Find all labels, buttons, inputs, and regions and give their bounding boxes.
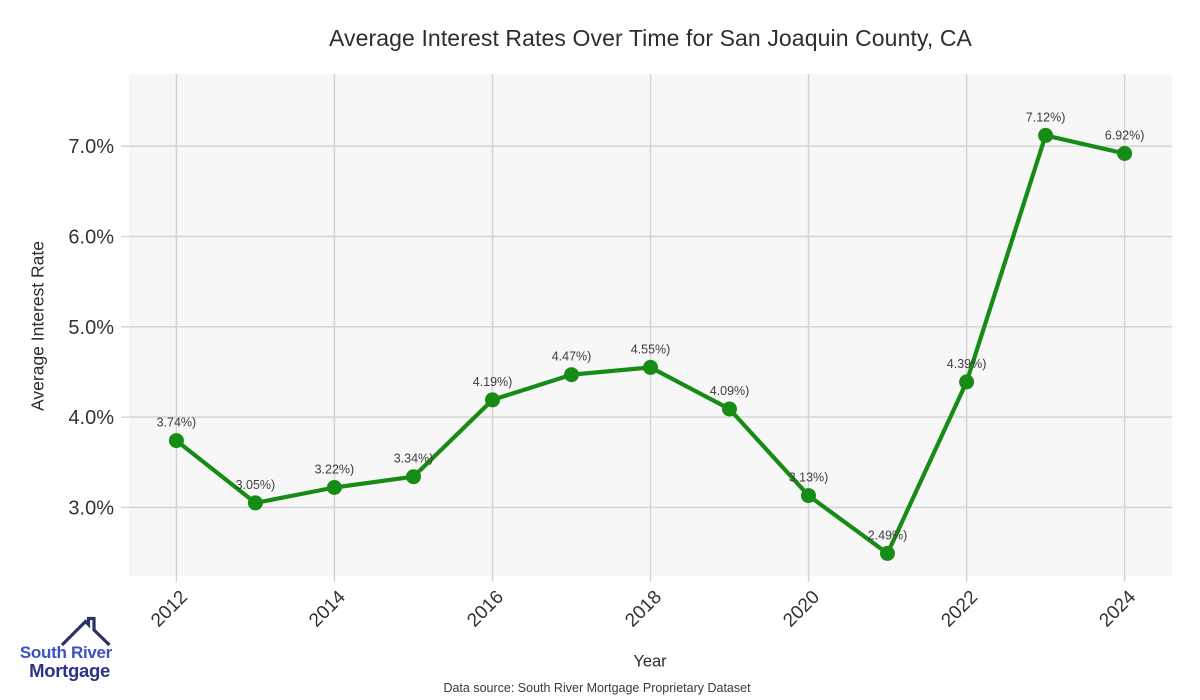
point-label: 2.49%) [868, 528, 908, 542]
data-point [1117, 146, 1133, 161]
x-tick-label: 2024 [1095, 586, 1140, 631]
y-tick-label: 3.0% [68, 497, 114, 519]
x-tick-label: 2018 [621, 587, 666, 632]
logo-text-secondary: Mortgage [29, 660, 110, 681]
y-tick-label: 7.0% [68, 136, 114, 158]
data-point [564, 367, 579, 383]
point-label: 4.19%) [473, 375, 513, 389]
data-point [801, 488, 816, 504]
data-point [406, 469, 421, 485]
point-label: 4.55%) [631, 342, 671, 356]
y-tick-label: 4.0% [68, 407, 114, 429]
point-label: 3.22%) [315, 463, 355, 477]
point-label: 3.74%) [157, 416, 197, 430]
point-label: 3.05%) [236, 478, 276, 492]
house-roof-icon [60, 616, 111, 647]
data-source-note: Data source: South River Mortgage Propri… [443, 681, 751, 695]
y-tick-label: 6.0% [68, 227, 114, 249]
data-point [247, 495, 263, 511]
data-point [959, 374, 975, 390]
point-label: 7.12%) [1026, 110, 1066, 124]
x-tick-label: 2014 [305, 586, 350, 631]
x-tick-label: 2016 [463, 587, 508, 632]
y-tick-label: 5.0% [68, 317, 114, 339]
chart-title: Average Interest Rates Over Time for San… [329, 25, 972, 51]
point-label: 4.39%) [947, 357, 987, 371]
y-axis-title: Average Interest Rate [27, 241, 48, 411]
logo-text-primary: South River [19, 643, 112, 662]
x-tick-label: 2012 [147, 587, 192, 632]
point-label: 3.34%) [394, 452, 434, 466]
data-point [880, 545, 895, 561]
roof-outline [60, 616, 111, 647]
data-point [722, 401, 737, 417]
point-label: 3.13%) [789, 471, 829, 485]
point-label: 4.09%) [710, 384, 750, 398]
data-point [326, 480, 342, 495]
data-point [1038, 127, 1054, 143]
data-point [168, 433, 184, 449]
point-label: 4.47%) [552, 350, 592, 364]
x-tick-label: 2020 [779, 587, 824, 632]
data-point [643, 359, 658, 375]
point-label: 6.92%) [1105, 129, 1145, 143]
x-tick-label: 2022 [937, 587, 982, 632]
brand-logo: South River Mortgage [18, 610, 114, 690]
data-point [485, 392, 500, 408]
x-axis-title: Year [633, 652, 667, 671]
